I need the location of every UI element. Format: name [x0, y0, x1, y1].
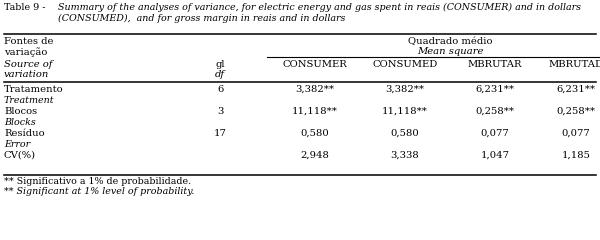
- Text: 0,258**: 0,258**: [557, 107, 595, 116]
- Text: 1,185: 1,185: [562, 151, 590, 160]
- Text: ** Significativo a 1% de probabilidade.: ** Significativo a 1% de probabilidade.: [4, 177, 191, 186]
- Text: Blocks: Blocks: [4, 118, 36, 127]
- Text: 11,118**: 11,118**: [292, 107, 338, 116]
- Text: variação: variação: [4, 47, 47, 57]
- Text: Tratamento: Tratamento: [4, 85, 64, 94]
- Text: 0,580: 0,580: [301, 129, 329, 138]
- Text: gl: gl: [215, 60, 225, 69]
- Text: Fontes de: Fontes de: [4, 37, 53, 46]
- Text: Quadrado médio: Quadrado médio: [408, 37, 493, 46]
- Text: 6,231**: 6,231**: [557, 85, 595, 94]
- Text: ** Significant at 1% level of probability.: ** Significant at 1% level of probabilit…: [4, 187, 194, 196]
- Text: 11,118**: 11,118**: [382, 107, 428, 116]
- Text: Treatment: Treatment: [4, 96, 55, 105]
- Text: df: df: [215, 70, 225, 79]
- Text: 3,338: 3,338: [391, 151, 419, 160]
- Text: 1,047: 1,047: [481, 151, 509, 160]
- Text: CONSUMER: CONSUMER: [283, 60, 347, 69]
- Text: Resíduo: Resíduo: [4, 129, 44, 138]
- Text: 17: 17: [214, 129, 226, 138]
- Text: Error: Error: [4, 140, 30, 149]
- Text: Source of: Source of: [4, 60, 53, 69]
- Text: 3: 3: [217, 107, 223, 116]
- Text: Summary of the analyses of variance, for electric energy and gas spent in reais : Summary of the analyses of variance, for…: [58, 3, 581, 23]
- Text: 2,948: 2,948: [301, 151, 329, 160]
- Text: variation: variation: [4, 70, 49, 79]
- Text: 6: 6: [217, 85, 223, 94]
- Text: CV(%): CV(%): [4, 151, 36, 160]
- Text: 3,382**: 3,382**: [296, 85, 335, 94]
- Text: CONSUMED: CONSUMED: [373, 60, 437, 69]
- Text: 0,258**: 0,258**: [476, 107, 515, 116]
- Text: 0,077: 0,077: [562, 129, 590, 138]
- Text: 0,580: 0,580: [391, 129, 419, 138]
- Text: 6,231**: 6,231**: [476, 85, 515, 94]
- Text: MBRUTAD: MBRUTAD: [548, 60, 600, 69]
- Text: 3,382**: 3,382**: [386, 85, 425, 94]
- Text: 0,077: 0,077: [481, 129, 509, 138]
- Text: Table 9 -: Table 9 -: [4, 3, 46, 12]
- Text: Blocos: Blocos: [4, 107, 37, 116]
- Text: MBRUTAR: MBRUTAR: [468, 60, 522, 69]
- Text: Mean square: Mean square: [418, 47, 484, 56]
